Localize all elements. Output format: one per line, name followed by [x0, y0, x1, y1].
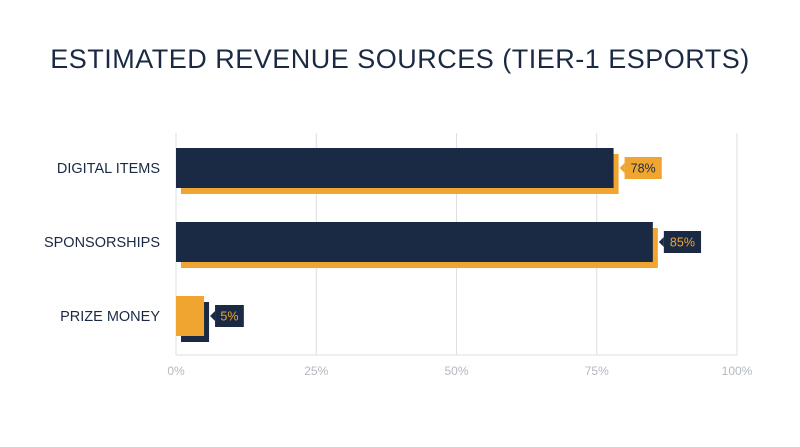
- tick-label-100: 100%: [722, 364, 753, 378]
- tick-label-0: 0%: [167, 364, 185, 378]
- bars: 78% 85% 5%: [176, 148, 702, 342]
- tick-label-25: 25%: [304, 364, 328, 378]
- value-label-digital-items: 78%: [631, 162, 656, 176]
- bar-prize-money: [176, 296, 205, 336]
- chart-title: ESTIMATED REVENUE SOURCES (TIER-1 ESPORT…: [50, 44, 750, 74]
- bar-sponsorships: [176, 222, 653, 262]
- category-label-digital-items: DIGITAL ITEMS: [57, 161, 160, 177]
- x-axis-ticks: 0% 25% 50% 75% 100%: [167, 364, 752, 378]
- value-label-sponsorships: 85%: [670, 236, 695, 250]
- value-badge-pointer-sponsorships: [658, 237, 664, 247]
- bar-digital-items: [176, 148, 614, 188]
- value-badge-pointer-digital-items: [619, 163, 625, 173]
- value-badge-sponsorships: [663, 231, 702, 253]
- category-labels: DIGITAL ITEMS SPONSORSHIPS PRIZE MONEY: [44, 161, 160, 325]
- value-label-prize-money: 5%: [220, 310, 238, 324]
- tick-label-50: 50%: [444, 364, 468, 378]
- tick-label-75: 75%: [585, 364, 609, 378]
- category-label-sponsorships: SPONSORSHIPS: [44, 235, 160, 251]
- value-badge-pointer-prize-money: [210, 311, 216, 321]
- category-label-prize-money: PRIZE MONEY: [60, 309, 160, 325]
- value-badge-prize-money: [215, 305, 244, 327]
- value-badge-digital-items: [624, 157, 662, 179]
